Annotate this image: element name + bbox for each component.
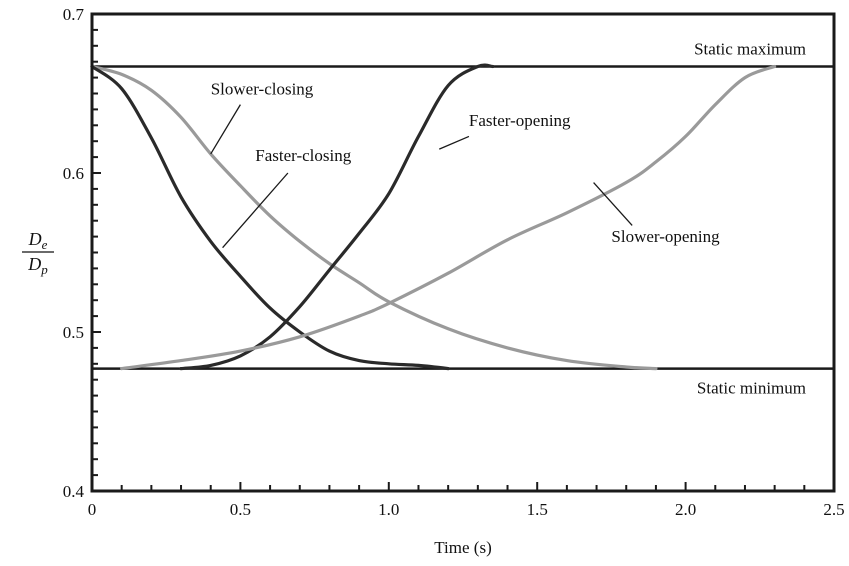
static-minimum-label: Static minimum bbox=[697, 379, 806, 398]
y-tick-label: 0.4 bbox=[63, 482, 85, 501]
y-tick-label: 0.7 bbox=[63, 5, 85, 24]
axis-ticks bbox=[91, 13, 835, 492]
tick-labels: 0 0.5 1.0 1.5 2.0 2.5 0.4 0.5 0.6 0.7 bbox=[63, 5, 845, 519]
y-num-main: D bbox=[28, 229, 42, 249]
y-tick-label: 0.5 bbox=[63, 323, 84, 342]
annotation-pointer bbox=[438, 135, 470, 150]
series-line-slower-closing bbox=[90, 64, 658, 371]
slower-opening-annotation: Slower-opening bbox=[611, 227, 720, 246]
x-tick-label: 0.5 bbox=[230, 500, 251, 519]
series-lines bbox=[90, 63, 777, 371]
plot-frame bbox=[90, 12, 836, 493]
series-line-faster-closing bbox=[90, 64, 450, 371]
series-line-slower-opening bbox=[120, 64, 777, 371]
y-axis-label-denominator: Dp bbox=[27, 254, 48, 277]
y-axis-label-numerator: De bbox=[28, 229, 48, 252]
series-line-faster-opening bbox=[179, 63, 495, 371]
reference-lines bbox=[92, 65, 834, 370]
slower-closing-annotation: Slower-closing bbox=[211, 79, 314, 98]
x-tick-label: 2.5 bbox=[823, 500, 844, 519]
annotation-pointer bbox=[593, 182, 633, 226]
faster-closing-annotation: Faster-closing bbox=[255, 146, 351, 165]
annotation-pointers bbox=[210, 104, 633, 249]
x-axis-label: Time (s) bbox=[434, 538, 491, 557]
y-den-main: D bbox=[27, 254, 41, 274]
annotation-pointer bbox=[222, 172, 289, 249]
y-den-sub: p bbox=[40, 262, 48, 277]
y-tick-label: 0.6 bbox=[63, 164, 84, 183]
annotation-pointer bbox=[210, 104, 241, 155]
static-maximum-label: Static maximum bbox=[694, 39, 806, 58]
x-tick-label: 1.0 bbox=[378, 500, 399, 519]
x-tick-label: 2.0 bbox=[675, 500, 696, 519]
x-tick-label: 1.5 bbox=[527, 500, 548, 519]
faster-opening-annotation: Faster-opening bbox=[469, 111, 571, 130]
x-tick-label: 0 bbox=[88, 500, 97, 519]
y-num-sub: e bbox=[42, 237, 48, 252]
y-axis-label: De Dp bbox=[22, 229, 54, 277]
